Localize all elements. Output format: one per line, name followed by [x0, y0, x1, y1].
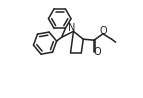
Text: O: O: [100, 26, 107, 36]
Text: O: O: [93, 47, 101, 57]
Text: N: N: [68, 23, 75, 33]
